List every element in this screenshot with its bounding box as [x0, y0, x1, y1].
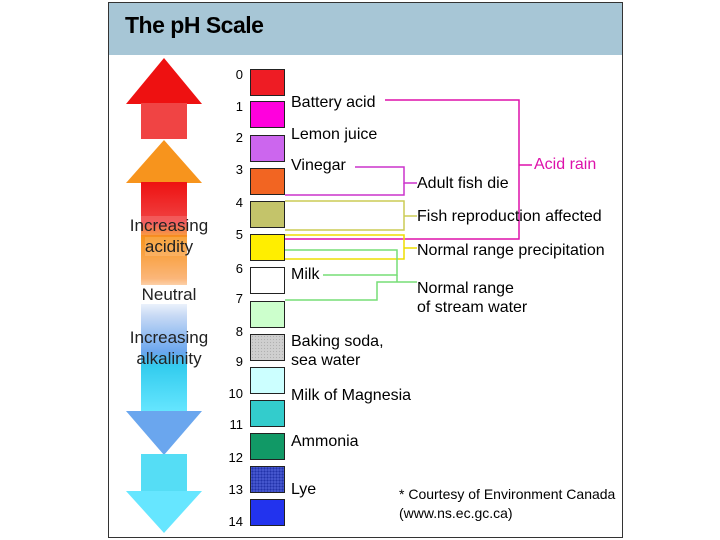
precipitation-bracket [285, 234, 417, 260]
arrow-bottom-head [126, 491, 202, 533]
ph-number: 8 [235, 324, 243, 339]
ph-diagram [126, 58, 532, 533]
ph-number: 12 [228, 450, 243, 465]
milk-of-magnesia-label: Milk of Magnesia [291, 387, 412, 404]
ph-color-swatch [250, 466, 285, 493]
lye-label: Lye [291, 481, 317, 498]
vinegar-bracket [285, 166, 417, 196]
ph-number: 11 [229, 417, 244, 432]
ph-number: 9 [235, 354, 243, 369]
ammonia-label: Ammonia [291, 433, 359, 450]
ph-color-swatch [250, 101, 285, 128]
ph-number: 5 [235, 227, 243, 242]
ph-number: 2 [235, 130, 243, 145]
ph-scale-panel: The pH Scale [108, 2, 623, 538]
ph-color-swatch [250, 400, 285, 427]
ph-color-swatch [250, 499, 285, 526]
ph-color-swatch [250, 201, 285, 228]
increasing-alkalinity-label: Increasing alkalinity [129, 328, 209, 368]
battery-acid-label: Battery acid [291, 94, 376, 111]
vinegar-label: Vinegar [291, 157, 346, 174]
ph-color-swatch [250, 135, 285, 162]
ph-number: 10 [228, 386, 243, 401]
arrow-shaft-top [141, 103, 187, 139]
neutral-label: Neutral [109, 284, 229, 305]
ph-color-swatch [250, 168, 285, 195]
increasing-acidity-label: Increasing acidity [129, 216, 209, 256]
ph-number: 4 [235, 195, 243, 210]
ph-color-swatch [250, 334, 285, 361]
ph-color-swatch [250, 69, 285, 96]
ph-color-swatch [250, 267, 285, 294]
acid-rain-label: Acid rain [534, 156, 597, 173]
ph-number: 0 [235, 67, 243, 82]
baking-soda-label: Baking soda, sea water [291, 333, 384, 369]
title-bar: The pH Scale [109, 3, 622, 55]
ph-number: 7 [235, 291, 243, 306]
ph-color-swatch [250, 234, 285, 261]
ph-number: 14 [228, 514, 243, 529]
arrow-shaft-bottom [141, 454, 187, 492]
normal-stream-water-label: Normal range of stream water [417, 280, 528, 316]
ph-color-swatch [250, 301, 285, 328]
credit-note: * Courtesy of Environment Canada (www.ns… [399, 486, 616, 521]
ph-number: 13 [228, 482, 243, 497]
ph-color-swatch [250, 367, 285, 394]
ph-number: 3 [235, 162, 243, 177]
adult-fish-die-label: Adult fish die [417, 175, 509, 192]
arrow-top-head [126, 58, 202, 104]
normal-precipitation-label: Normal range precipitation [417, 242, 605, 259]
ph-number: 1 [235, 99, 243, 114]
fish-reproduction-bracket [285, 200, 417, 231]
ph-color-swatch [250, 433, 285, 460]
arrow-blue-head [126, 411, 202, 455]
lemon-juice-label: Lemon juice [291, 126, 378, 143]
acid-rain-bracket [285, 99, 532, 240]
milk-label: Milk [291, 266, 320, 283]
arrow-orange-head [126, 140, 202, 183]
ph-number: 6 [235, 261, 243, 276]
page-title: The pH Scale [125, 12, 264, 38]
stream-water-bracket [285, 249, 417, 301]
fish-reproduction-label: Fish reproduction affected [417, 208, 602, 225]
